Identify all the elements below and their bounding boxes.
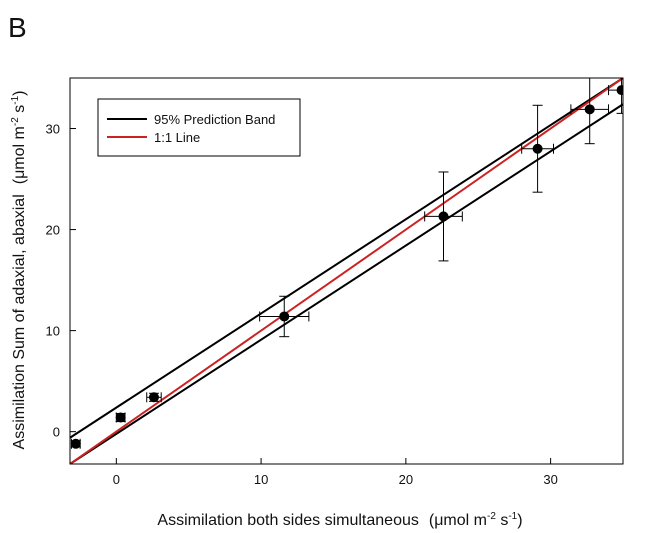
data-point-3 [259,295,310,338]
x-tick-label: 20 [399,472,413,487]
y-tick-label: 30 [46,122,60,137]
plot-frame [69,77,624,465]
data-point-0 [70,438,81,449]
data-point-2 [146,392,162,403]
data-point-1 [115,412,126,423]
panel-letter: B [8,12,27,43]
data-point-7 [608,78,623,114]
data-point-marker [616,85,623,96]
legend-label-one-to-one-line: 1:1 Line [154,130,200,145]
prediction-band-line-1 [70,103,623,464]
data-point-marker [438,211,449,222]
data-point-marker [115,412,126,423]
data-point-6 [570,78,610,145]
x-tick-label: 10 [254,472,268,487]
data-point-marker [148,392,159,403]
axis-ticks: 0 10 20 30 0 10 20 30 [46,122,558,487]
y-tick-label: 20 [46,223,60,238]
data-point-marker [532,143,543,154]
data-point-marker [279,311,290,322]
legend-label-prediction-band: 95% Prediction Band [154,112,275,127]
x-tick-label: 0 [113,472,120,487]
data-point-4 [424,171,463,262]
data-point-marker [584,104,595,115]
legend-box [97,98,301,157]
legend: 95% Prediction Band 1:1 Line [97,98,301,157]
x-axis-label: Assimilation both sides simultaneous (μmo… [157,511,522,529]
y-axis-label: Assimilation Sum of adaxial, abaxial(μmo… [10,91,28,450]
y-tick-label: 0 [53,425,60,440]
x-tick-label: 30 [543,472,557,487]
data-point-5 [521,104,555,193]
y-tick-label: 10 [46,324,60,339]
prediction-band-line-0 [70,78,623,439]
one-to-one-line-0 [70,78,623,464]
plot-area [70,78,623,464]
data-point-marker [70,438,81,449]
